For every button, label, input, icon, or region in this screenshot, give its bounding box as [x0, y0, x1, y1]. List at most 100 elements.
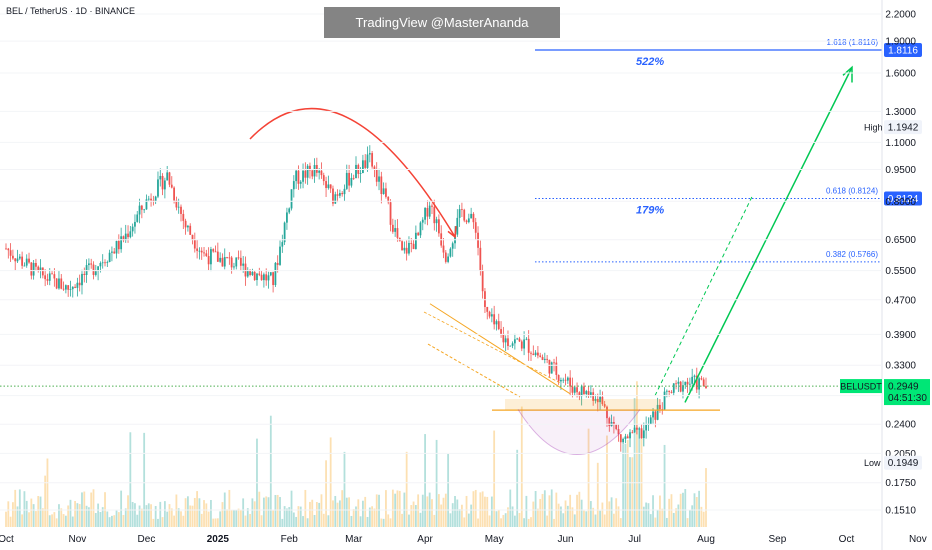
rounded-bottom-shape: [517, 409, 641, 456]
price-tick-label: 0.1750: [885, 478, 916, 489]
volume-bar: [543, 490, 546, 527]
candle-body: [509, 345, 512, 347]
candle-body: [53, 274, 56, 279]
time-tick-label: Jul: [628, 534, 641, 545]
volume-bar: [318, 502, 321, 527]
candle-body: [589, 392, 592, 395]
volume-bar: [649, 514, 652, 527]
candle-body: [104, 262, 106, 264]
candle-body: [477, 232, 479, 248]
candle-body: [120, 236, 123, 250]
candle-body: [472, 213, 475, 223]
volume-bar: [700, 506, 703, 527]
volume-bar: [350, 515, 353, 527]
candle-body: [124, 233, 127, 241]
candle-body: [378, 176, 380, 182]
volume-bar: [239, 510, 242, 527]
volume-bar: [636, 381, 638, 527]
candle-body: [14, 258, 17, 262]
volume-bar: [668, 498, 671, 527]
candle-body: [693, 375, 696, 377]
candle-body: [108, 252, 111, 263]
candle-body: [341, 193, 344, 195]
volume-bar: [463, 517, 466, 527]
volume-bar: [447, 454, 450, 527]
volume-bar: [315, 502, 318, 527]
candle-body: [629, 432, 631, 439]
candle-body: [258, 273, 261, 275]
candle-body: [23, 265, 26, 267]
volume-bar: [163, 501, 166, 527]
volume-bar: [41, 508, 44, 527]
candle-body: [421, 219, 424, 223]
volume-bar: [527, 518, 530, 527]
volume-bar: [200, 513, 203, 527]
candle-body: [237, 257, 240, 259]
time-tick-label: 2025: [207, 534, 230, 545]
volume-bar: [182, 515, 185, 527]
candle-body: [336, 194, 339, 196]
volume-bar: [48, 515, 51, 527]
volume-bar: [497, 509, 500, 527]
volume-bar: [127, 495, 129, 527]
candle-body: [30, 262, 33, 276]
candle-body: [649, 417, 652, 425]
volume-bar: [391, 489, 394, 527]
volume-bar: [656, 509, 659, 527]
volume-bar: [691, 505, 694, 527]
candle-body: [173, 187, 175, 201]
candle-body: [375, 170, 378, 182]
volume-bar: [51, 514, 53, 527]
candle-body: [654, 411, 657, 420]
candle-body: [249, 270, 251, 276]
candle-body: [684, 381, 687, 386]
volume-bar: [170, 508, 173, 527]
candle-body: [371, 153, 374, 167]
candle-body: [129, 231, 132, 238]
candle-body: [101, 262, 104, 264]
volume-bar: [550, 489, 553, 527]
volume-bar: [672, 512, 675, 527]
candle-body: [21, 256, 24, 266]
volume-bar: [523, 518, 525, 527]
candle-body: [481, 270, 484, 292]
symbol-header: BEL / TetherUS · 1D · BINANCE: [6, 6, 136, 16]
volume-bar: [219, 511, 222, 527]
candle-body: [62, 288, 65, 290]
volume-bar: [14, 489, 17, 527]
volume-bar: [260, 515, 263, 527]
candle-body: [313, 165, 316, 177]
volume-bar: [645, 502, 648, 527]
candle-body: [25, 258, 28, 266]
volume-bar: [46, 458, 49, 527]
volume-bar: [60, 508, 63, 527]
candle-body: [113, 251, 116, 254]
candle-body: [332, 188, 334, 204]
candle-body: [286, 212, 288, 223]
candle-body: [583, 386, 585, 395]
volume-bar: [62, 514, 65, 527]
volume-bar: [173, 515, 175, 527]
target-arrow: [684, 66, 853, 403]
candle-body: [334, 194, 337, 204]
candle-body: [548, 359, 551, 374]
candle-body: [585, 391, 588, 395]
volume-bar: [470, 504, 473, 527]
volume-bar: [566, 505, 569, 527]
volume-bar: [546, 515, 549, 527]
volume-bar: [295, 516, 298, 527]
candle-body: [691, 376, 694, 384]
candle-body: [348, 172, 350, 186]
time-axis[interactable]: Oct Nov Dec 2025 Feb Mar Apr May Jun Jul Aug Sep Oct…: [0, 534, 927, 545]
candle-body: [152, 200, 155, 202]
volume-bar: [486, 496, 489, 527]
last-price-symbol-badge: [840, 379, 882, 394]
volume-bar: [509, 489, 512, 527]
volume-bar: [467, 513, 470, 527]
volume-bar: [642, 506, 645, 527]
volume-bar: [249, 513, 251, 527]
volume-bar: [359, 516, 362, 527]
candle-body: [226, 257, 228, 258]
